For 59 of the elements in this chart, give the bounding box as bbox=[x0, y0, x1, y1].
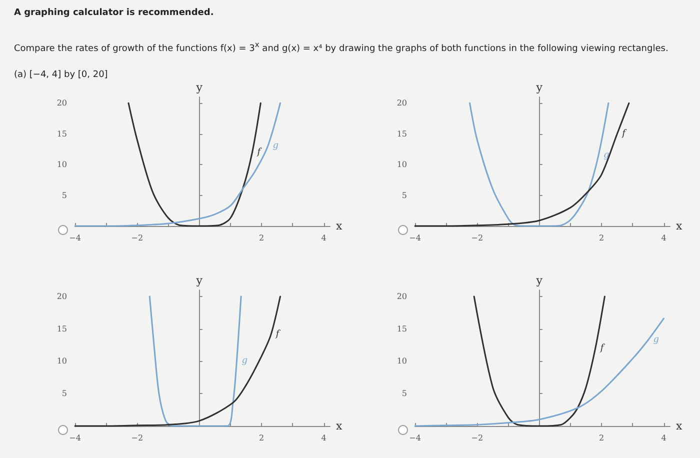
line-series bbox=[414, 102, 630, 227]
x-tick-label: −4 bbox=[409, 434, 421, 442]
x-tick-label: −4 bbox=[409, 234, 421, 242]
y-tick-label: 10 bbox=[56, 356, 67, 366]
x-axis-title: x bbox=[336, 420, 343, 432]
series-label: f bbox=[621, 128, 628, 139]
x-tick-label: 4 bbox=[661, 234, 666, 242]
series-label: g bbox=[242, 356, 248, 366]
x-tick-label: 4 bbox=[321, 234, 326, 242]
x-axis-title: x bbox=[676, 420, 683, 432]
x-tick-label: 2 bbox=[259, 434, 264, 442]
x-tick-label: 2 bbox=[259, 234, 264, 242]
y-tick-label: 5 bbox=[402, 389, 407, 398]
series-label: g bbox=[603, 150, 610, 160]
line-series bbox=[128, 102, 262, 227]
series-label: f bbox=[256, 147, 262, 158]
x-axis-title: x bbox=[336, 220, 343, 232]
x-tick-label: −2 bbox=[471, 234, 484, 242]
x-tick-label: 4 bbox=[661, 434, 666, 442]
x-tick-label: 2 bbox=[599, 234, 604, 242]
x-axis-title: x bbox=[676, 220, 683, 232]
series-label: f bbox=[274, 330, 281, 340]
line-series bbox=[414, 318, 665, 427]
y-axis-title: y bbox=[195, 274, 204, 287]
x-tick-label: −4 bbox=[69, 234, 81, 242]
text: (a) [−4, 4] by [0, 20] bbox=[14, 70, 108, 80]
y-tick-label: 20 bbox=[56, 98, 67, 108]
line-series bbox=[473, 296, 606, 427]
y-tick-label: 5 bbox=[62, 190, 67, 200]
y-tick-label: 5 bbox=[402, 190, 407, 200]
series-label: f bbox=[599, 343, 606, 354]
y-axis-title: y bbox=[535, 81, 544, 94]
y-tick-label: 5 bbox=[62, 389, 67, 398]
y-tick-label: 15 bbox=[396, 129, 407, 138]
y-axis-title: y bbox=[195, 81, 204, 94]
y-tick-label: 20 bbox=[396, 292, 407, 301]
x-tick-label: −2 bbox=[471, 434, 484, 442]
y-tick-label: 20 bbox=[396, 98, 407, 108]
y-tick-label: 10 bbox=[396, 356, 407, 366]
y-tick-label: 10 bbox=[396, 160, 407, 170]
series-label: g bbox=[653, 334, 660, 345]
x-tick-label: 4 bbox=[321, 434, 326, 442]
line-series bbox=[468, 102, 610, 227]
x-tick-label: −2 bbox=[131, 234, 144, 242]
x-tick-label: −2 bbox=[131, 434, 144, 442]
line-series bbox=[148, 296, 242, 427]
y-tick-label: 15 bbox=[56, 324, 67, 334]
chart-subtitle: Compare the rates of growth of the functions f(x) = 3$^{x}$ and g(x) = x⁴ by drawing the graphs of both functions in the following viewing rectangles. bbox=[14, 40, 668, 54]
y-axis-title: y bbox=[535, 274, 544, 287]
x-tick-label: −4 bbox=[69, 434, 81, 442]
y-tick-label: 10 bbox=[56, 160, 67, 170]
chart-title: A graphing calculator is recommended. bbox=[14, 8, 214, 18]
series-label: g bbox=[272, 141, 279, 152]
y-tick-label: 15 bbox=[396, 324, 407, 334]
x-tick-label: 2 bbox=[599, 434, 604, 442]
line-series bbox=[74, 296, 281, 427]
y-tick-label: 15 bbox=[56, 129, 67, 138]
y-tick-label: 20 bbox=[56, 292, 67, 301]
line-series bbox=[74, 102, 281, 227]
